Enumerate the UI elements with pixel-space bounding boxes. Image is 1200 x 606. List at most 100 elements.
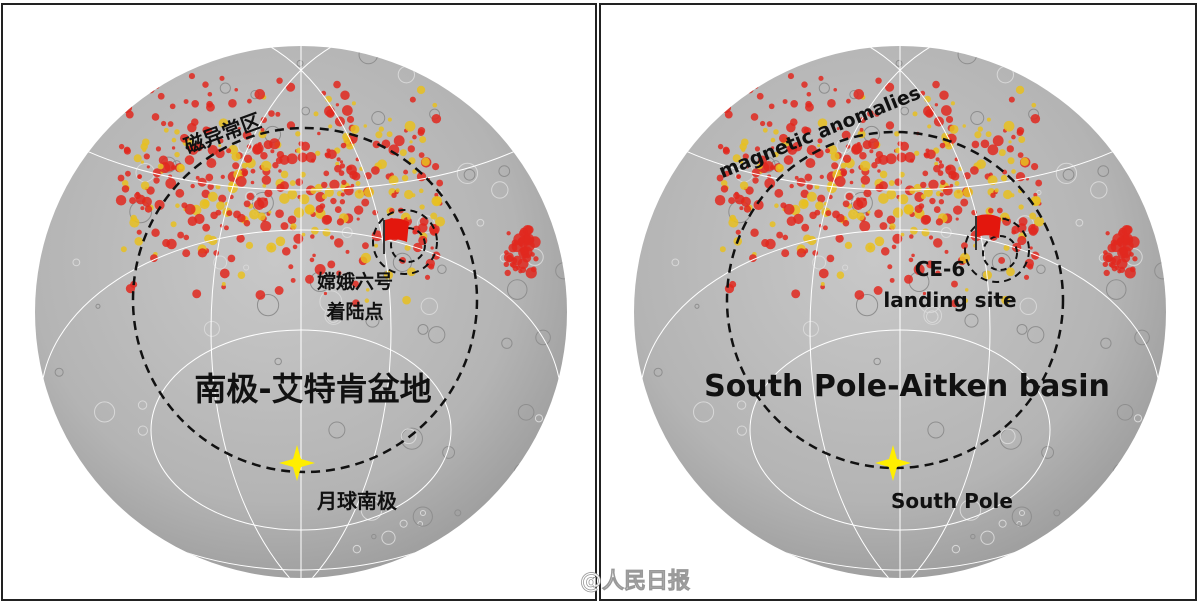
crater bbox=[213, 255, 228, 270]
crater bbox=[1095, 102, 1107, 113]
anomaly bbox=[827, 144, 838, 155]
anomaly bbox=[403, 169, 409, 175]
anomaly bbox=[814, 184, 820, 190]
anomaly bbox=[207, 144, 218, 156]
anomaly bbox=[339, 199, 346, 205]
anomaly bbox=[1008, 140, 1012, 144]
crater bbox=[1134, 329, 1150, 346]
anomaly bbox=[346, 166, 351, 171]
anomaly bbox=[310, 158, 315, 163]
anomaly bbox=[184, 203, 196, 215]
anomaly bbox=[990, 192, 996, 198]
crater bbox=[927, 421, 945, 439]
anomaly bbox=[1114, 265, 1120, 271]
anomaly bbox=[1006, 145, 1014, 153]
anomaly bbox=[533, 256, 539, 262]
anomaly bbox=[412, 229, 418, 235]
crater bbox=[296, 59, 304, 67]
crater bbox=[1062, 168, 1075, 181]
anomaly bbox=[940, 105, 952, 116]
anomaly bbox=[407, 215, 411, 220]
anomaly bbox=[241, 170, 248, 177]
anomaly bbox=[249, 209, 260, 220]
anomaly bbox=[260, 116, 267, 124]
anomaly bbox=[962, 124, 966, 128]
anomaly bbox=[515, 265, 521, 271]
panel bbox=[35, 46, 567, 578]
anomaly bbox=[1023, 274, 1030, 280]
anomaly bbox=[327, 260, 336, 269]
anomaly bbox=[430, 212, 438, 220]
anomaly bbox=[192, 289, 202, 299]
anomaly bbox=[419, 136, 427, 144]
crater bbox=[1116, 403, 1134, 421]
anomaly bbox=[923, 187, 933, 197]
anomaly bbox=[922, 291, 927, 296]
crater bbox=[67, 46, 84, 55]
anomaly bbox=[421, 157, 430, 166]
anomaly bbox=[842, 219, 850, 227]
crater bbox=[1112, 463, 1130, 480]
anomaly bbox=[938, 160, 943, 164]
anomaly bbox=[801, 81, 808, 88]
crater bbox=[127, 553, 143, 569]
anomaly bbox=[250, 168, 256, 174]
anomaly bbox=[963, 298, 969, 303]
anomaly bbox=[879, 170, 888, 179]
anomaly bbox=[300, 171, 306, 178]
anomaly bbox=[275, 209, 284, 219]
graticule bbox=[210, 46, 567, 578]
anomaly bbox=[996, 207, 1003, 214]
anomaly bbox=[1016, 127, 1025, 135]
anomaly bbox=[220, 174, 225, 180]
anomaly bbox=[417, 127, 426, 135]
anomaly bbox=[329, 235, 335, 240]
crater bbox=[512, 69, 525, 81]
anomaly bbox=[945, 115, 954, 124]
crater bbox=[400, 428, 417, 445]
anomaly bbox=[245, 241, 254, 250]
anomaly bbox=[252, 144, 263, 155]
anomaly bbox=[790, 99, 798, 108]
anomaly bbox=[877, 169, 881, 173]
anomaly bbox=[360, 252, 372, 264]
anomaly bbox=[1030, 113, 1041, 124]
anomaly bbox=[987, 175, 998, 186]
crater bbox=[243, 264, 250, 271]
anomaly bbox=[310, 234, 315, 239]
crater bbox=[412, 506, 433, 527]
anomaly bbox=[970, 166, 979, 175]
anomaly bbox=[739, 206, 744, 211]
anomaly bbox=[974, 131, 982, 139]
crater bbox=[964, 313, 979, 328]
crater bbox=[1097, 165, 1110, 177]
anomaly bbox=[950, 299, 959, 308]
anomaly bbox=[1006, 267, 1015, 277]
anomaly bbox=[221, 284, 226, 290]
anomaly bbox=[144, 205, 153, 213]
anomaly bbox=[927, 124, 932, 129]
anomaly bbox=[842, 154, 852, 163]
anomaly bbox=[774, 188, 784, 198]
anomaly bbox=[961, 242, 968, 250]
anomaly bbox=[735, 229, 741, 235]
anomaly bbox=[899, 171, 905, 178]
anomaly bbox=[237, 213, 246, 223]
anomaly bbox=[219, 75, 225, 81]
anomaly bbox=[1105, 231, 1110, 236]
anomaly bbox=[888, 180, 895, 186]
anomaly bbox=[746, 85, 754, 94]
anomaly bbox=[944, 249, 949, 254]
anomaly bbox=[846, 98, 851, 104]
crater bbox=[328, 421, 346, 439]
anomaly bbox=[909, 187, 916, 194]
anomaly bbox=[741, 85, 746, 91]
anomaly bbox=[136, 229, 142, 235]
crater bbox=[419, 509, 427, 517]
anomaly bbox=[935, 157, 940, 162]
anomaly bbox=[275, 236, 286, 247]
anomaly bbox=[171, 137, 177, 143]
anomaly bbox=[865, 242, 876, 253]
anomaly bbox=[264, 197, 268, 202]
anomaly bbox=[275, 111, 281, 117]
